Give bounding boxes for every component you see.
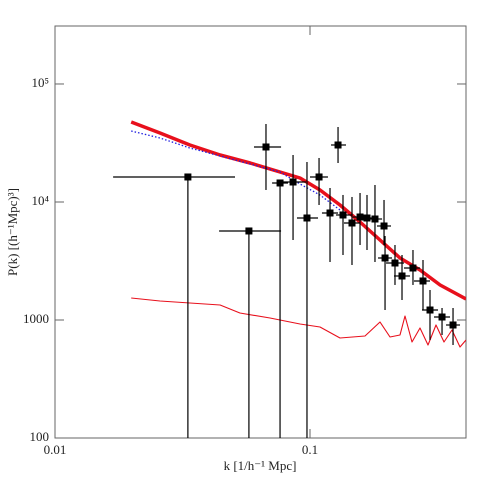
data-point — [334, 141, 342, 149]
data-point — [289, 178, 297, 186]
x-tick-label: 0.01 — [44, 442, 67, 457]
y-tick-label: 10⁵ — [31, 75, 49, 90]
data-point — [303, 214, 311, 222]
model-line — [131, 297, 466, 348]
data-point — [315, 173, 323, 181]
data-point — [262, 143, 270, 151]
model-line — [130, 120, 466, 301]
y-tick-label: 1000 — [23, 311, 49, 326]
x-axis-label: k [1/h⁻¹ Mpc] — [224, 458, 297, 473]
data-point — [381, 254, 389, 262]
data-point — [371, 215, 379, 223]
data-point — [326, 209, 334, 217]
data-point — [419, 277, 427, 285]
data-point — [356, 213, 364, 221]
data-point — [391, 259, 399, 267]
y-axis-label: P(k) [(h⁻¹Mpc)³] — [5, 188, 20, 276]
model-line — [131, 130, 341, 211]
data-point — [348, 219, 356, 227]
data-point — [449, 321, 457, 329]
data-point — [426, 306, 434, 314]
data-point — [380, 222, 388, 230]
y-tick-label: 100 — [30, 429, 50, 444]
data-point — [184, 173, 192, 181]
data-point — [409, 264, 417, 272]
data-point — [276, 179, 284, 187]
data-point — [398, 272, 406, 280]
y-tick-label: 10⁴ — [31, 193, 49, 208]
data-point — [339, 211, 347, 219]
data-point — [245, 227, 253, 235]
data-point — [438, 313, 446, 321]
plot-frame — [54, 25, 467, 439]
x-tick-label: 0.1 — [302, 442, 318, 457]
data-point — [363, 214, 371, 222]
